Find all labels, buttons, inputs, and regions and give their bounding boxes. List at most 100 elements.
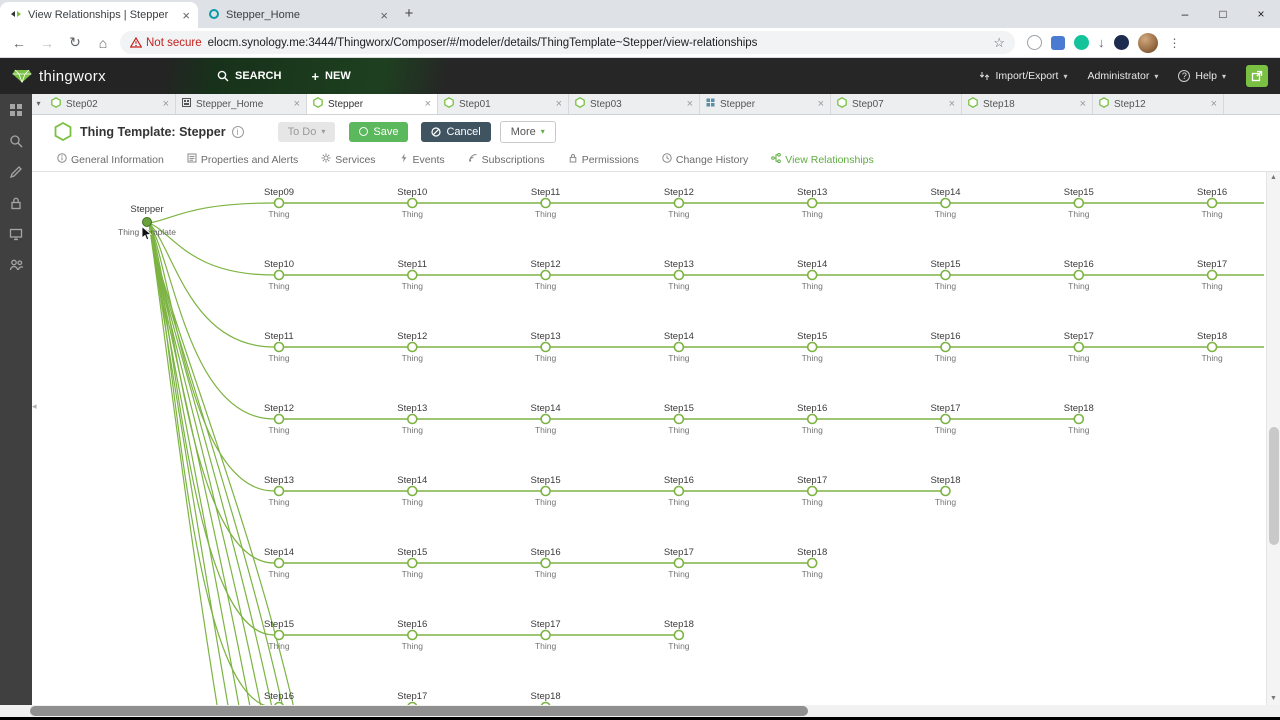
horizontal-scrollbar[interactable] (0, 705, 1266, 717)
info-icon[interactable]: i (231, 125, 244, 138)
graph-node-step11[interactable]: Step11 Thing (531, 187, 560, 219)
graph-node-step12[interactable]: Step12 Thing (664, 187, 694, 219)
horizontal-scroll-thumb[interactable] (30, 706, 808, 716)
graph-node-step11[interactable]: Step11 Thing (264, 331, 293, 363)
graph-node-step15[interactable]: Step15 Thing (1064, 187, 1094, 219)
graph-node-step17[interactable]: Step17 Thing (531, 619, 561, 651)
launch-runtime-button[interactable] (1246, 65, 1268, 87)
vertical-scroll-thumb[interactable] (1269, 427, 1279, 545)
close-tab-icon[interactable]: × (293, 98, 300, 110)
tab-change-history[interactable]: Change History (662, 153, 748, 166)
graph-node-step14[interactable]: Step14 Thing (664, 331, 694, 363)
graph-node-step17[interactable]: Step17 Thing (1197, 259, 1227, 291)
globe-extension-icon[interactable] (1027, 35, 1042, 50)
graph-node-step17[interactable]: Step17 Thing (1064, 331, 1094, 363)
graph-node-step13[interactable]: Step13 Thing (797, 187, 827, 219)
tab-properties-and-alerts[interactable]: Properties and Alerts (187, 153, 298, 166)
save-button[interactable]: Save (349, 121, 409, 142)
graph-node-step14[interactable]: Step14 Thing (531, 403, 561, 435)
tab-general-information[interactable]: General Information (57, 153, 164, 166)
close-window-button[interactable]: × (1257, 7, 1265, 21)
workspace-tab-stepper_home[interactable]: Stepper_Home × (176, 94, 307, 114)
tab-events[interactable]: Events (399, 153, 445, 166)
graph-node-step13[interactable]: Step13 Thing (397, 403, 427, 435)
avatar[interactable] (1137, 32, 1158, 53)
bookmark-star-icon[interactable]: ☆ (993, 34, 1005, 50)
sidebar-monitor-icon[interactable] (8, 226, 24, 242)
graph-node-step13[interactable]: Step13 Thing (531, 331, 561, 363)
tab-overflow-icon[interactable]: ▾ (36, 99, 41, 108)
new-button[interactable]: + NEW (311, 68, 351, 84)
close-tab-icon[interactable]: × (817, 98, 824, 110)
workspace-tab-stepper[interactable]: Stepper × (700, 94, 831, 114)
scroll-up-icon[interactable]: ▲ (1270, 174, 1277, 181)
sidebar-lock-icon[interactable] (8, 195, 24, 211)
close-tab-icon[interactable]: × (555, 98, 562, 110)
close-tab-icon[interactable]: × (948, 98, 955, 110)
sidebar-users-icon[interactable] (8, 257, 24, 273)
new-tab-button[interactable]: + (404, 5, 414, 22)
not-secure-badge[interactable]: Not secure (130, 37, 202, 49)
close-tab-icon[interactable]: × (162, 98, 169, 110)
browser-tab-view-relationships[interactable]: View Relationships | Stepper × (0, 2, 198, 28)
green-extension-icon[interactable] (1074, 35, 1089, 50)
close-tab-icon[interactable]: × (686, 98, 693, 110)
workspace-tab-step02[interactable]: Step02 × (45, 94, 176, 114)
thingworx-logo[interactable]: thingworx (12, 68, 187, 85)
graph-node-step15[interactable]: Step15 Thing (797, 331, 827, 363)
graph-node-step12[interactable]: Step12 Thing (264, 403, 294, 435)
dark-extension-icon[interactable] (1113, 35, 1129, 50)
url-field[interactable]: Not secure elocm.synology.me:3444/Thingw… (120, 31, 1015, 54)
workspace-tab-stepper[interactable]: Stepper × (307, 94, 438, 114)
search-button[interactable]: SEARCH (217, 70, 281, 82)
browser-tab-stepper-home[interactable]: Stepper_Home × (198, 2, 396, 28)
scroll-down-icon[interactable]: ▼ (1270, 695, 1277, 702)
graph-node-step15[interactable]: Step15 Thing (930, 259, 960, 291)
graph-node-step17[interactable]: Step17 Thing (797, 475, 827, 507)
graph-node-step15[interactable]: Step15 Thing (531, 475, 561, 507)
graph-node-step13[interactable]: Step13 Thing (264, 475, 294, 507)
tab-permissions[interactable]: Permissions (568, 153, 639, 166)
tab-services[interactable]: Services (321, 153, 376, 166)
tab-view-relationships[interactable]: View Relationships (771, 153, 874, 166)
minimize-button[interactable]: – (1181, 7, 1189, 21)
sidebar-apps-grid-icon[interactable] (8, 102, 24, 118)
graph-node-step09[interactable]: Step09 Thing (264, 187, 294, 219)
workspace-tab-step18[interactable]: Step18 × (962, 94, 1093, 114)
todo-dropdown[interactable]: To Do ▾ (277, 121, 336, 142)
more-dropdown[interactable]: More ▾ (499, 120, 556, 143)
graph-node-step10[interactable]: Step10 Thing (397, 187, 427, 219)
graph-node-step15[interactable]: Step15 Thing (397, 547, 427, 579)
help-menu[interactable]: ? Help ▾ (1178, 70, 1226, 82)
workspace-tab-step07[interactable]: Step07 × (831, 94, 962, 114)
close-tab-icon[interactable]: × (1079, 98, 1086, 110)
workspace-tab-step01[interactable]: Step01 × (438, 94, 569, 114)
close-tab-icon[interactable]: × (1210, 98, 1217, 110)
workspace-tab-step12[interactable]: Step12 × (1093, 94, 1224, 114)
download-icon[interactable]: ↓ (1098, 35, 1105, 50)
back-icon[interactable]: ← (12, 34, 26, 51)
graph-node-step17[interactable]: Step17 Thing (930, 403, 960, 435)
graph-node-step14[interactable]: Step14 Thing (397, 475, 427, 507)
sidebar-pencil-icon[interactable] (8, 164, 24, 180)
close-tab-icon[interactable]: × (424, 98, 431, 110)
forward-icon[interactable]: → (40, 34, 54, 51)
graph-node-step14[interactable]: Step14 Thing (797, 259, 827, 291)
close-tab-icon[interactable]: × (182, 7, 190, 23)
graph-node-step13[interactable]: Step13 Thing (664, 259, 694, 291)
graph-node-step14[interactable]: Step14 Thing (930, 187, 960, 219)
browser-menu-icon[interactable]: ⋮ (1168, 35, 1181, 50)
view-relationships-canvas[interactable]: Step09 Thing Step10 Thing Step11 Thing Step12 T… (32, 172, 1266, 705)
